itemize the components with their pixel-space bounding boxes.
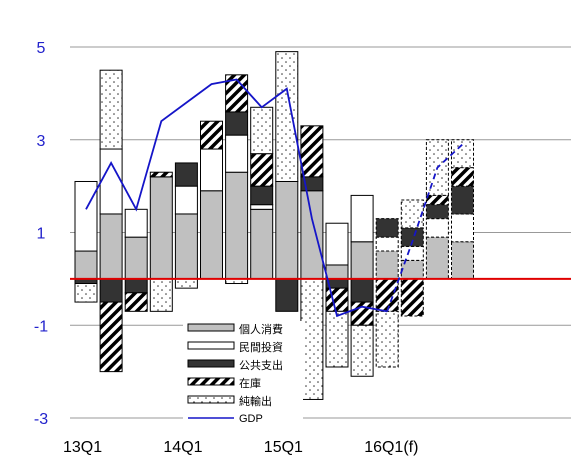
- bar-segment: [174, 278, 198, 289]
- bar-segment: [451, 139, 474, 169]
- bar-segment: [350, 241, 374, 280]
- bar-segment: [99, 148, 123, 215]
- y-tick-label: 5: [37, 40, 46, 57]
- y-tick-label: -1: [34, 318, 48, 335]
- bar-segment: [99, 69, 123, 150]
- legend-label: 在庫: [239, 376, 261, 390]
- bar-segment: [425, 236, 449, 280]
- gdp-line: [85, 78, 388, 318]
- bar-segment: [250, 153, 274, 187]
- bar-segment: [225, 74, 249, 113]
- y-tick-label: -3: [34, 411, 48, 428]
- bar-segment: [375, 250, 399, 280]
- x-tick-labels: 13Q1 14Q1 15Q1 16Q1(f): [63, 439, 418, 456]
- legend-swatch: [187, 341, 235, 350]
- bar-segment: [350, 194, 374, 243]
- bar-segment: [300, 278, 324, 400]
- bar-segment: [124, 208, 148, 238]
- bar-segment: [250, 106, 274, 155]
- bar-segment: [451, 185, 474, 215]
- bar-segment: [74, 250, 98, 280]
- gdp-forecast-line: [386, 143, 464, 312]
- bar-segment: [400, 245, 424, 261]
- bar-segment: [325, 222, 349, 266]
- bar-segment: [124, 236, 148, 280]
- bar-segment: [250, 208, 274, 280]
- bar-segments: [74, 51, 474, 400]
- y-tick-labels: -3 -1 1 3 5: [34, 40, 48, 428]
- bar-segment: [174, 185, 198, 215]
- bar-segment: [451, 213, 474, 243]
- bar-segment: [451, 167, 474, 187]
- bar-segment: [200, 120, 223, 150]
- bar-segment: [250, 204, 274, 210]
- bar-segment: [375, 278, 399, 312]
- bar-segment: [325, 264, 349, 280]
- bar-segment: [375, 236, 399, 252]
- bar-segment: [275, 278, 299, 312]
- legend-label: 民間投資: [239, 340, 283, 354]
- legend-label: 純輸出: [239, 394, 272, 408]
- x-tick-label: 13Q1: [63, 439, 102, 456]
- bar-segment: [325, 310, 349, 368]
- bar-segment: [400, 199, 424, 229]
- bar-segment: [400, 278, 424, 317]
- bar-segment: [350, 324, 374, 377]
- x-tick-label: 15Q1: [264, 439, 303, 456]
- bar-segment: [275, 180, 299, 280]
- y-tick-label: 3: [37, 133, 46, 150]
- bar-segment: [174, 162, 198, 187]
- bar-segment: [425, 194, 449, 206]
- bar-segment: [425, 204, 449, 220]
- bar-segment: [375, 310, 399, 368]
- bar-segment: [124, 278, 148, 294]
- bar-segment: [149, 171, 173, 178]
- bar-segment: [350, 301, 374, 326]
- bar-segment: [200, 190, 223, 280]
- x-tick-label: 16Q1(f): [364, 439, 418, 456]
- bar-segment: [250, 185, 274, 206]
- bar-segment: [300, 190, 324, 280]
- bar-segment: [149, 278, 173, 312]
- bar-segment: [275, 51, 299, 182]
- bar-segment: [225, 171, 249, 280]
- bar-segment: [200, 148, 223, 192]
- legend-label: GDP: [239, 413, 263, 425]
- bar-segment: [149, 176, 173, 280]
- bar-segment: [300, 125, 324, 178]
- bar-segment: [425, 218, 449, 238]
- gdp-line-group: [85, 78, 464, 318]
- x-tick-label: 14Q1: [163, 439, 202, 456]
- bar-segment: [350, 278, 374, 303]
- bar-segment: [99, 278, 123, 303]
- legend-label: 公共支出: [239, 358, 283, 372]
- bar-segment: [74, 180, 98, 252]
- bar-segment: [225, 134, 249, 173]
- bar-segment: [375, 218, 399, 238]
- y-tick-label: 1: [37, 226, 46, 243]
- bar-segment: [74, 283, 98, 303]
- bar-segment: [225, 111, 249, 136]
- bar-segment: [451, 241, 474, 280]
- bar-segment: [99, 213, 123, 280]
- legend-swatch: [187, 377, 235, 386]
- bar-segment: [174, 213, 198, 280]
- bar-segment: [99, 301, 123, 373]
- legend-swatch: [187, 359, 235, 368]
- legend-swatch: [187, 323, 235, 332]
- legend-swatch: [187, 395, 235, 404]
- bar-segment: [325, 287, 349, 312]
- bar-segment: [124, 292, 148, 312]
- legend-label: 個人消費: [239, 322, 283, 336]
